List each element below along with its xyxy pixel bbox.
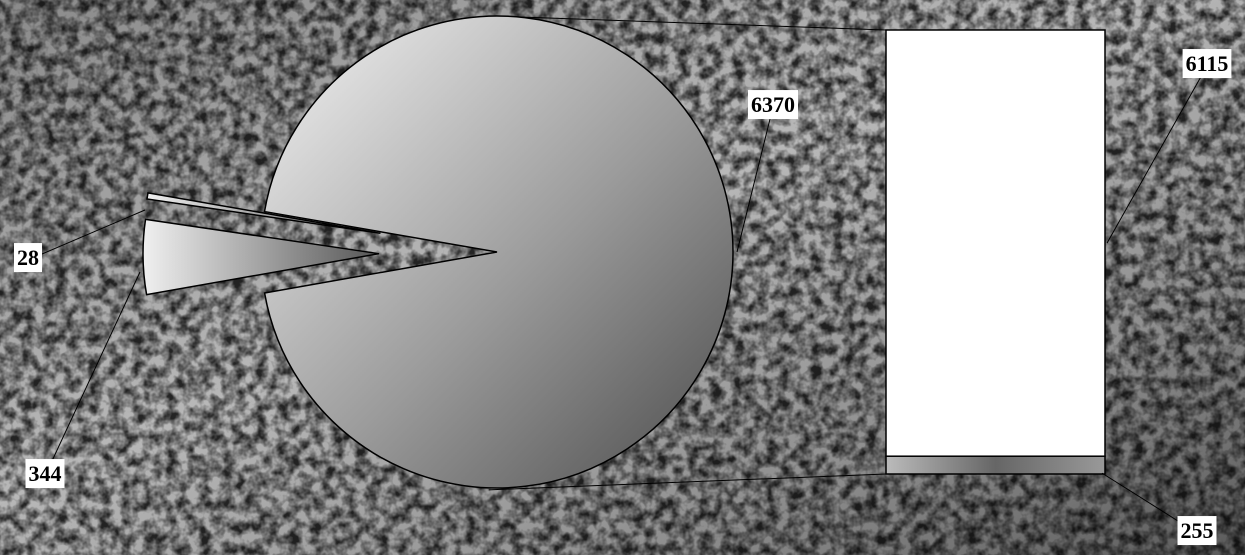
data-label: 28 bbox=[17, 245, 39, 270]
data-label-box bbox=[14, 243, 42, 273]
pie-slice bbox=[142, 218, 380, 296]
connector-line bbox=[516, 16, 887, 31]
connector-line bbox=[488, 473, 887, 491]
data-label-box bbox=[25, 459, 65, 489]
data-label: 344 bbox=[29, 461, 62, 486]
data-label-box bbox=[748, 90, 798, 120]
data-label: 6115 bbox=[1186, 51, 1229, 76]
data-label: 6370 bbox=[751, 92, 795, 117]
data-label-box bbox=[1182, 49, 1232, 79]
leader-line bbox=[27, 209, 146, 261]
bar-segment bbox=[885, 455, 1106, 475]
pie-slice bbox=[146, 192, 381, 235]
leader-line bbox=[44, 271, 141, 477]
data-label-box bbox=[1177, 516, 1217, 546]
bar-segment bbox=[885, 29, 1106, 457]
data-label: 255 bbox=[1181, 518, 1214, 543]
leader-line bbox=[736, 106, 774, 253]
leader-line bbox=[1106, 65, 1208, 244]
pie-slice bbox=[263, 15, 734, 489]
